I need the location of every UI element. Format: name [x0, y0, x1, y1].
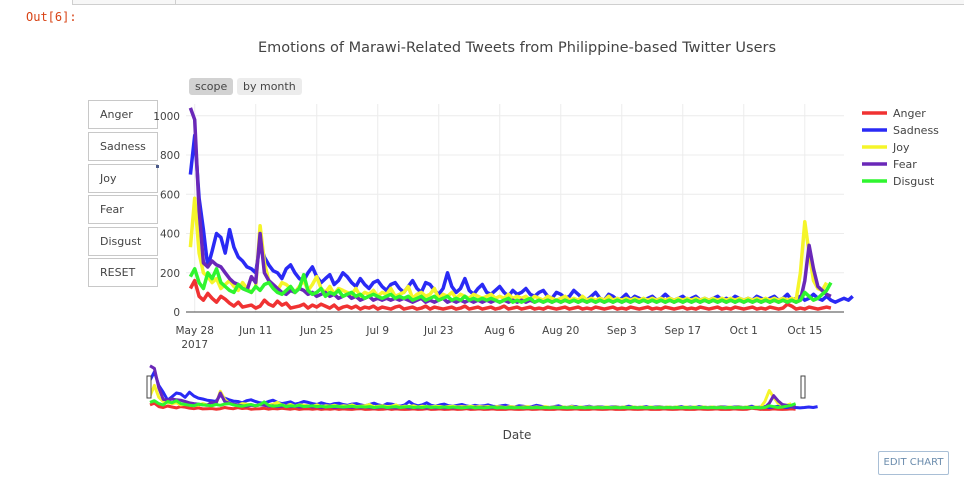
- rangeslider-handle-left[interactable]: [146, 375, 152, 399]
- y-tick-label: 400: [160, 229, 180, 241]
- x-tick-label: Oct 1: [730, 325, 758, 337]
- fear-button[interactable]: Fear: [88, 195, 158, 224]
- y-tick-label: 800: [160, 150, 180, 162]
- reset-button[interactable]: RESET: [88, 258, 158, 287]
- y-tick-label: 1000: [153, 111, 180, 123]
- legend-label-joy[interactable]: Joy: [892, 141, 910, 154]
- y-tick-label: 0: [173, 307, 180, 319]
- x-tick-label: Aug 6: [484, 325, 515, 337]
- rangeslider-line-anger: [149, 401, 796, 411]
- y-tick-label: 200: [160, 268, 180, 280]
- legend-label-fear[interactable]: Fear: [893, 158, 917, 171]
- joy-button[interactable]: Joy: [88, 164, 159, 193]
- sadness-button[interactable]: Sadness: [88, 132, 158, 161]
- legend-label-anger[interactable]: Anger: [893, 107, 926, 120]
- scope-toggle[interactable]: scope: [189, 78, 234, 95]
- x-tick-label: Sep 3: [607, 325, 637, 337]
- y-tick-label: 600: [160, 189, 180, 201]
- rangeslider-handle-right[interactable]: [800, 375, 806, 399]
- legend-label-disgust[interactable]: Disgust: [893, 175, 935, 188]
- disgust-button[interactable]: Disgust: [88, 227, 158, 256]
- x-tick-label: Jul 23: [423, 325, 453, 337]
- rangeslider-line-sadness: [148, 370, 818, 410]
- previous-cell-border: [72, 0, 964, 5]
- x-tick-label: Jun 25: [299, 325, 333, 337]
- rangeslider-line-disgust: [149, 399, 797, 410]
- x-tick-label: Aug 20: [542, 325, 579, 337]
- edit-chart-button[interactable]: EDIT CHART: [878, 451, 949, 475]
- chart-title: Emotions of Marawi-Related Tweets from P…: [257, 40, 777, 56]
- legend-label-sadness[interactable]: Sadness: [893, 124, 939, 137]
- by-month-toggle[interactable]: by month: [237, 78, 302, 95]
- series-line-sadness: [188, 133, 854, 304]
- anger-button[interactable]: Anger: [88, 100, 158, 129]
- series-line-disgust: [188, 267, 833, 304]
- series-line-anger: [188, 278, 832, 311]
- x-axis-title: Date: [503, 428, 532, 442]
- x-tick-label: Jun 11: [238, 325, 272, 337]
- x-tick-label: Oct 15: [787, 325, 822, 337]
- series-line-joy: [188, 196, 829, 302]
- x-tick-sublabel: 2017: [181, 339, 208, 351]
- x-tick-label: Jul 9: [365, 325, 389, 337]
- x-tick-label: May 28: [176, 325, 214, 337]
- x-tick-label: Sep 17: [665, 325, 702, 337]
- output-prompt: Out[6]:: [26, 10, 77, 24]
